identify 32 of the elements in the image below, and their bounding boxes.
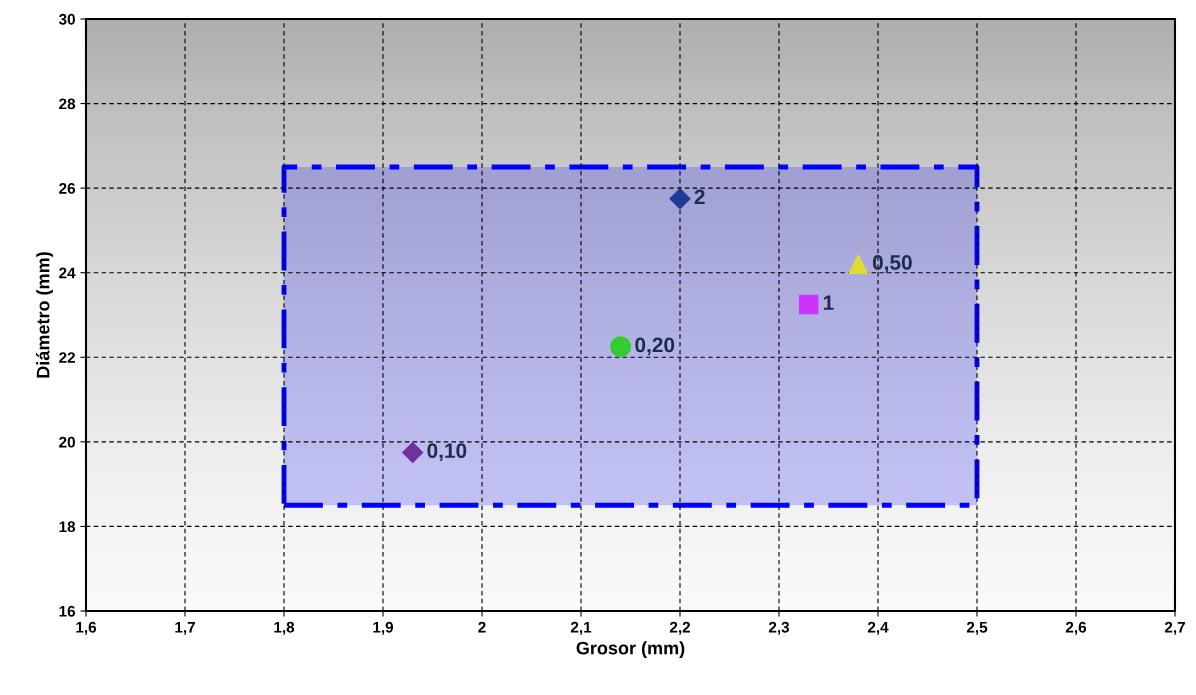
x-tick-label: 1,9	[373, 621, 394, 635]
point	[798, 294, 819, 315]
series-label: 0,10	[427, 443, 467, 462]
y-tick-label: 24	[59, 267, 76, 279]
series-label: 2	[694, 189, 705, 205]
series-label: 1	[823, 295, 834, 310]
x-tick-label: 2,2	[669, 621, 691, 635]
point	[610, 336, 632, 358]
y-axis-title: Diámetro (mm)	[36, 252, 54, 378]
point	[669, 188, 691, 210]
x-tick-label: 1,6	[76, 621, 97, 635]
point	[848, 254, 868, 274]
x-tick-label: 1,7	[175, 621, 195, 635]
x-tick-label: 2,6	[1065, 621, 1087, 635]
x-tick-label: 2,1	[570, 621, 592, 635]
y-tick-label: 26	[59, 183, 76, 194]
series-label: 0,50	[872, 255, 912, 273]
x-tick-label: 2	[478, 621, 486, 633]
x-tick-label: 2,5	[966, 621, 988, 635]
y-tick-label: 28	[59, 98, 76, 110]
x-tick-label: 2,4	[867, 621, 889, 635]
y-tick-label: 18	[59, 521, 76, 533]
x-tick-label: 2,7	[1164, 621, 1185, 635]
x-tick-label: 1,8	[274, 621, 295, 635]
x-tick-label: 2,3	[768, 621, 790, 635]
y-tick-label: 16	[59, 605, 76, 617]
point	[402, 441, 424, 463]
x-axis-title: Grosor (mm)	[576, 641, 685, 659]
series-label: 0,20	[635, 337, 675, 356]
y-tick-label: 30	[58, 13, 75, 25]
y-tick-label: 20	[59, 436, 75, 448]
y-tick-label: 22	[59, 352, 75, 363]
